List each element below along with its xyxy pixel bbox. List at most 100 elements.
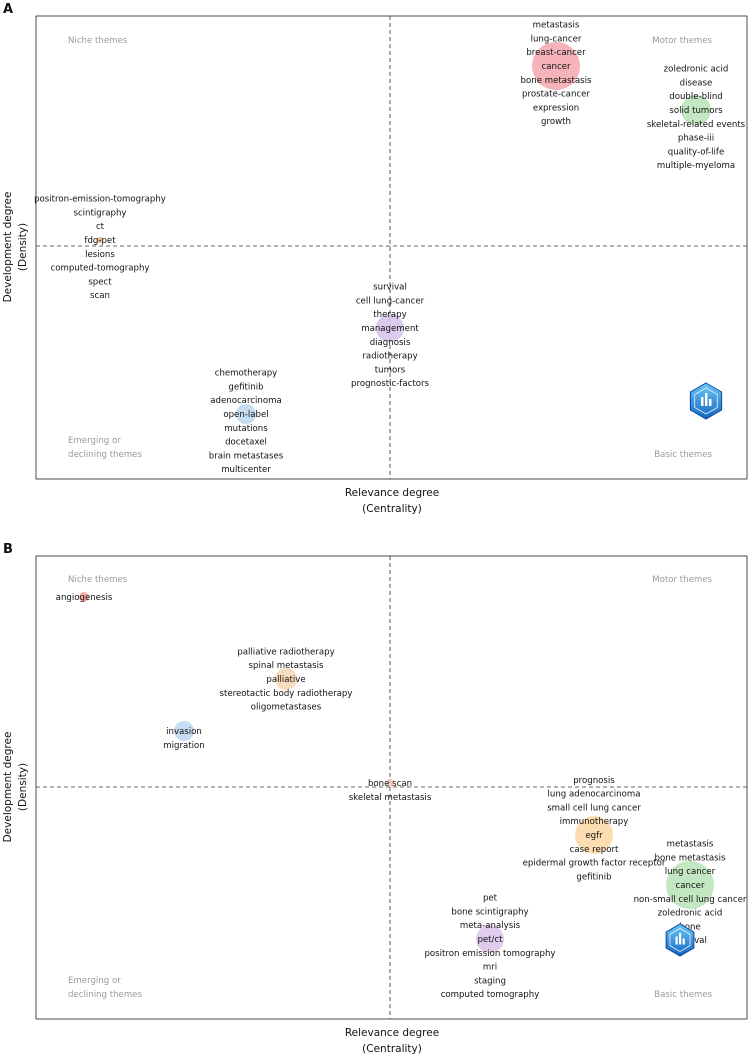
cluster-term-label: metastasis <box>667 840 714 850</box>
panel-b-quadrant-emerging-2: declining themes <box>68 990 142 1000</box>
cluster-term-label: expression <box>533 103 579 113</box>
cluster-term-label: meta-analysis <box>460 921 521 931</box>
cluster-term-label: skeletal metastasis <box>349 793 432 803</box>
panel-a-quadrant-emerging-1: Emerging or <box>68 436 121 446</box>
panel-a-quadrant-motor: Motor themes <box>652 36 712 46</box>
cluster-bubble-fdg-pet <box>97 237 103 243</box>
panel-a-x-axis-title: Relevance degree <box>345 487 439 499</box>
cluster-term-label: multiple-myeloma <box>657 161 735 171</box>
cluster-term-label: palliative <box>266 675 305 685</box>
cluster-term-label: lung-cancer <box>531 34 582 44</box>
cluster-term-label: survival <box>373 283 407 293</box>
cluster-term-label: multicenter <box>221 465 271 475</box>
cluster-term-label: gefitinib <box>228 382 263 392</box>
cluster-term-label: double-blind <box>669 92 723 102</box>
cluster-term-label: computed tomography <box>441 990 540 1000</box>
cluster-term-label: bone metastasis <box>655 853 726 863</box>
cluster-term-label: epidermal growth factor receptor <box>523 859 666 869</box>
cluster-term-label: radiotherapy <box>362 352 417 362</box>
cluster-term-label: oligometastases <box>251 703 322 713</box>
cluster-term-label: mri <box>483 963 497 973</box>
cluster-term-label: docetaxel <box>225 438 267 448</box>
cluster-term-label: adenocarcinoma <box>210 396 282 406</box>
cluster-term-label: spinal metastasis <box>249 661 324 671</box>
cluster-bubble-pet-ct <box>476 925 504 953</box>
cluster-bubble-bone-scan <box>386 779 394 787</box>
cluster-term-label: bone scan <box>368 779 412 789</box>
cluster-term-label: migration <box>163 741 204 751</box>
cluster-term-label: angiogenesis <box>56 593 113 603</box>
cluster-term-label: therapy <box>373 310 406 320</box>
cluster-term-label: cancer <box>676 881 705 891</box>
cluster-bubble-cancer <box>532 42 580 90</box>
panel-b-y-axis-title: Development degree <box>2 732 14 843</box>
cluster-term-label: lesions <box>85 250 115 260</box>
cluster-term-label: prognosis <box>573 776 615 786</box>
panel-b-label: B <box>3 542 13 557</box>
panel-b-plot-frame <box>35 555 748 1020</box>
panel-a-quadrant-emerging-2: declining themes <box>68 450 142 460</box>
cluster-term-label: mutations <box>224 424 268 434</box>
panel-a-label: A <box>3 2 13 17</box>
cluster-term-label: zoledronic acid <box>664 65 729 75</box>
cluster-term-label: brain metastases <box>209 451 284 461</box>
cluster-term-label: non-small cell lung cancer <box>634 895 747 905</box>
cluster-term-label: ct <box>96 222 105 232</box>
panel-b: B Niche themes Motor themes Emerging or … <box>2 542 748 1055</box>
cluster-term-label: open-label <box>223 410 268 420</box>
cluster-term-label: bone <box>679 922 700 932</box>
cluster-term-label: fdg-pet <box>84 236 116 246</box>
bibliometrix-logo <box>665 923 695 957</box>
cluster-term-label: invasion <box>166 727 202 737</box>
panel-b-quadrant-basic: Basic themes <box>654 990 712 1000</box>
panel-a-quadrant-niche: Niche themes <box>68 36 128 46</box>
panel-a-quadrant-basic: Basic themes <box>654 450 712 460</box>
cluster-term-label: zoledronic acid <box>658 909 723 919</box>
cluster-term-label: case report <box>570 845 619 855</box>
cluster-term-label: cell lung-cancer <box>356 296 425 306</box>
panel-a: A Niche themes Motor themes Emerging or … <box>2 2 748 515</box>
cluster-term-label: pet <box>483 894 498 904</box>
panel-b-quadrant-niche: Niche themes <box>68 575 128 585</box>
cluster-term-label: breast-cancer <box>526 48 586 58</box>
cluster-term-label: staging <box>474 976 506 986</box>
panel-a-clusters: metastasis lung-cancer breast-cancer cancer… <box>34 21 746 476</box>
cluster-bubble-angiogenesis <box>79 592 89 602</box>
cluster-term-label: scan <box>90 291 110 301</box>
cluster-term-label: bone scintigraphy <box>451 907 528 917</box>
cluster-term-label: management <box>361 324 419 334</box>
cluster-bubble-management <box>376 314 404 342</box>
cluster-term-label: tumors <box>375 365 406 375</box>
bibliometrix-logo <box>689 382 723 420</box>
cluster-term-label: lung adenocarcinoma <box>548 790 641 800</box>
cluster-term-label: disease <box>680 78 713 88</box>
cluster-term-label: egfr <box>585 831 603 841</box>
cluster-bubble-cancer <box>666 861 714 909</box>
cluster-term-label: bone metastasis <box>521 76 592 86</box>
panel-a-y-axis-title: Development degree <box>2 192 14 303</box>
cluster-bubble-invasion <box>174 721 194 741</box>
cluster-bubble-palliative <box>275 668 297 690</box>
panel-b-x-axis-subtitle: (Centrality) <box>362 1043 422 1055</box>
cluster-term-label: stereotactic body radiotherapy <box>220 689 353 699</box>
cluster-term-label: cancer <box>542 62 571 72</box>
cluster-term-label: phase-iii <box>678 134 714 144</box>
cluster-term-label: solid tumors <box>669 106 723 116</box>
cluster-term-label: pet/ct <box>477 935 503 945</box>
panel-a-plot-frame <box>35 15 748 480</box>
cluster-term-label: metastasis <box>533 21 580 31</box>
cluster-term-label: palliative radiotherapy <box>237 647 334 657</box>
cluster-term-label: gefitinib <box>576 872 611 882</box>
cluster-term-label: chemotherapy <box>215 369 278 379</box>
cluster-term-label: quality-of-life <box>668 147 725 157</box>
cluster-term-label: skeletal-related events <box>647 120 746 130</box>
cluster-term-label: growth <box>541 117 571 127</box>
panel-a-x-axis-subtitle: (Centrality) <box>362 503 422 515</box>
cluster-term-label: positron emission tomography <box>424 949 555 959</box>
cluster-term-label: lung cancer <box>665 867 716 877</box>
cluster-bubble-solid-tumors <box>681 95 711 125</box>
cluster-term-label: prostate-cancer <box>522 90 590 100</box>
cluster-term-label: spect <box>88 277 112 287</box>
cluster-term-label: computed-tomography <box>51 264 150 274</box>
